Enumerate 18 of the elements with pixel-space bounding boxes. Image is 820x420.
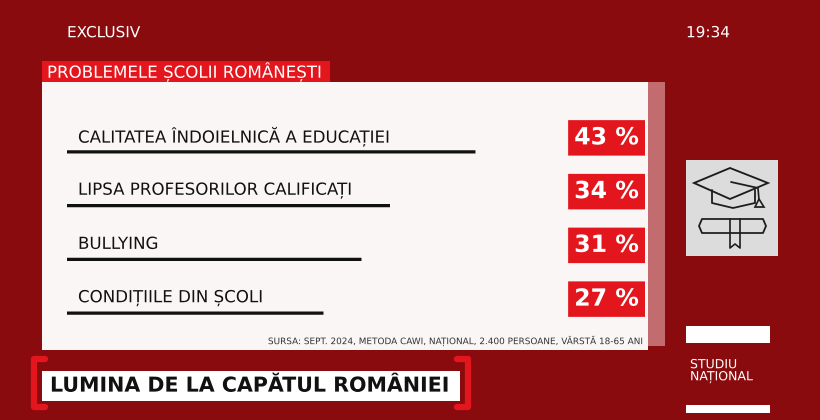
text: EXCLUSIV xyxy=(68,26,140,38)
chart-title: PROBLEMELE ȘCOLII ROMÂNEȘTI xyxy=(48,62,320,82)
data-label: 43 % xyxy=(575,126,638,145)
y-tick-label: LIPSA PROFESORILOR CALIFICAȚI xyxy=(80,182,351,199)
data-label: 27 % xyxy=(576,288,638,306)
bar xyxy=(67,311,324,315)
bar xyxy=(67,258,362,261)
text: LUMINA DE LA CAPĂTUL ROMÂNIEI xyxy=(52,372,448,392)
data-label: 34 % xyxy=(576,180,638,198)
bar xyxy=(67,204,390,208)
y-tick-label: BULLYING xyxy=(80,236,158,250)
text: 19:34 xyxy=(688,26,730,38)
text: STUDIU NAȚIONAL xyxy=(690,358,753,384)
y-tick-label: CONDIȚIILE DIN ȘCOLI xyxy=(78,290,262,306)
bar xyxy=(67,150,476,154)
y-tick-label: CALITATEA ÎNDOIELNICĂ A EDUCAȚIEI xyxy=(78,126,388,147)
data-label: 31 % xyxy=(576,234,638,252)
text: SURSA: SEPT. 2024, METODA CAWI, NAȚIONAL, 2.400 PERSOANE, VÂRSTĂ 18-65 ANI xyxy=(268,336,642,346)
